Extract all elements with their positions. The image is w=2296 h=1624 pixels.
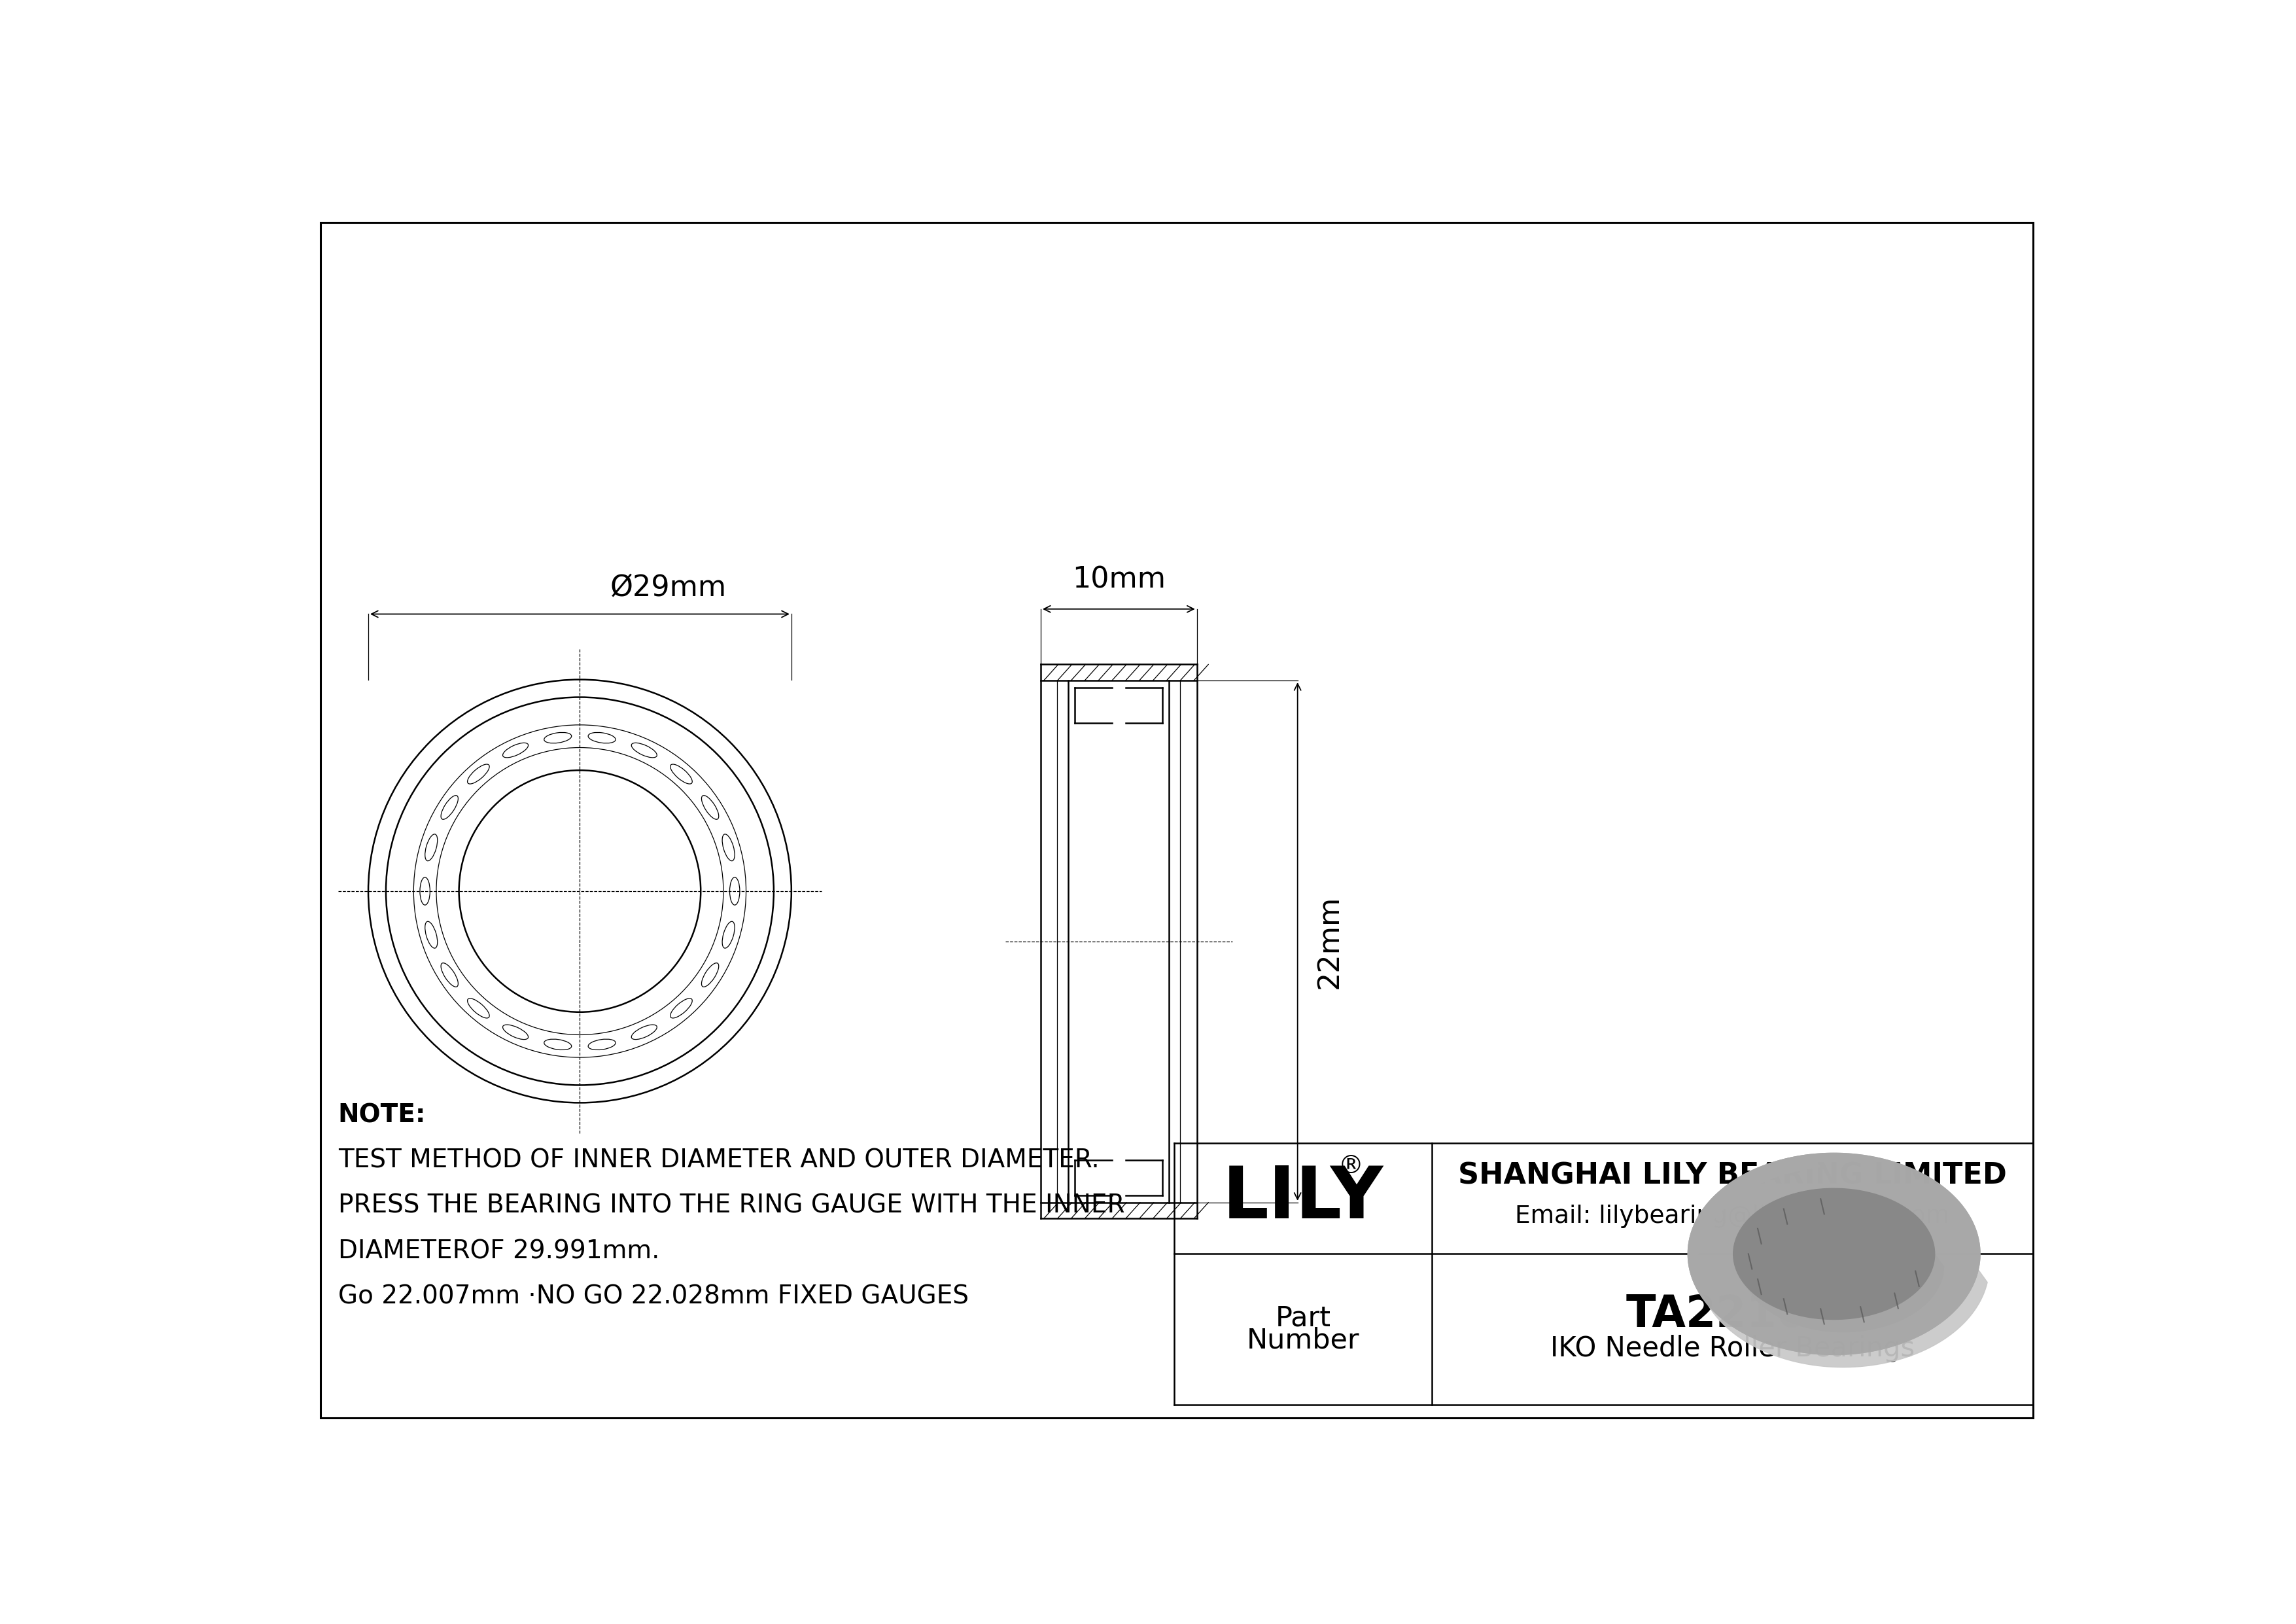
Text: 10mm: 10mm — [1072, 565, 1166, 594]
Text: TA2210Z: TA2210Z — [1626, 1293, 1839, 1337]
Text: LILY: LILY — [1221, 1163, 1384, 1234]
Text: ®: ® — [1339, 1153, 1364, 1177]
Text: IKO Needle Roller Bearings: IKO Needle Roller Bearings — [1550, 1335, 1915, 1363]
Text: Part: Part — [1274, 1304, 1332, 1332]
Polygon shape — [1733, 1189, 1936, 1319]
Polygon shape — [1688, 1153, 1979, 1354]
Text: SHANGHAI LILY BEARING LIMITED: SHANGHAI LILY BEARING LIMITED — [1458, 1161, 2007, 1190]
Text: DIAMETEROF 29.991mm.: DIAMETEROF 29.991mm. — [338, 1239, 659, 1263]
Text: Email: lilybearing@lily-bearing.com: Email: lilybearing@lily-bearing.com — [1515, 1205, 1949, 1228]
Text: Ø29mm: Ø29mm — [611, 573, 726, 601]
Polygon shape — [1688, 1155, 1988, 1367]
Text: NOTE:: NOTE: — [338, 1103, 427, 1127]
Text: Number: Number — [1247, 1327, 1359, 1354]
Polygon shape — [1688, 1153, 1979, 1354]
Polygon shape — [1733, 1189, 1936, 1319]
Polygon shape — [1733, 1189, 1945, 1332]
Text: TEST METHOD OF INNER DIAMETER AND OUTER DIAMETER.: TEST METHOD OF INNER DIAMETER AND OUTER … — [338, 1148, 1100, 1173]
Text: 22mm: 22mm — [1316, 895, 1343, 989]
Text: Go 22.007mm ·NO GO 22.028mm FIXED GAUGES: Go 22.007mm ·NO GO 22.028mm FIXED GAUGES — [338, 1285, 969, 1309]
Text: PRESS THE BEARING INTO THE RING GAUGE WITH THE INNER: PRESS THE BEARING INTO THE RING GAUGE WI… — [338, 1194, 1125, 1218]
